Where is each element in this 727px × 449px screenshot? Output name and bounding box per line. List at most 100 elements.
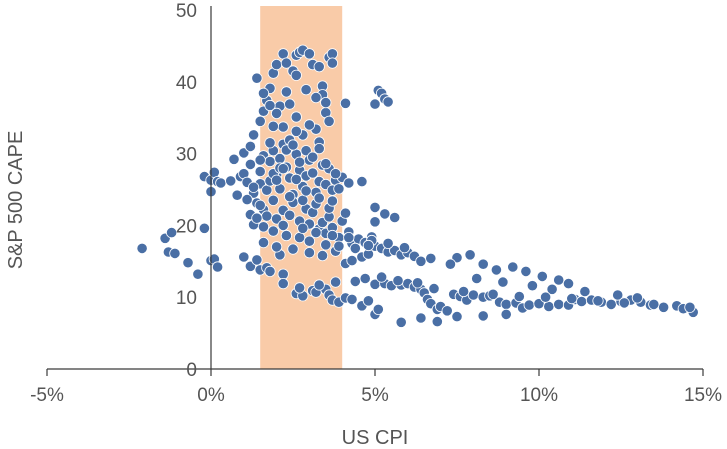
data-point [280, 86, 292, 98]
data-point [297, 194, 309, 206]
data-point [395, 316, 407, 328]
data-point [300, 185, 312, 197]
data-point [297, 222, 309, 234]
data-point [497, 276, 509, 288]
data-point [477, 258, 489, 270]
data-point [280, 57, 292, 69]
data-point [251, 72, 263, 84]
data-point [329, 168, 342, 180]
data-point [215, 177, 227, 189]
data-point [277, 163, 289, 175]
data-point [575, 295, 588, 308]
data-point [182, 257, 194, 269]
data-point [307, 151, 319, 163]
data-point [356, 176, 368, 188]
data-point [362, 239, 374, 252]
data-point [303, 119, 315, 131]
data-point [382, 237, 394, 249]
data-point [293, 156, 306, 168]
data-point [346, 293, 358, 305]
data-point [303, 235, 315, 247]
data-point [333, 183, 345, 195]
axes [46, 6, 704, 376]
data-point [248, 129, 260, 141]
y-tick-label: 0 [186, 360, 197, 381]
data-point [346, 255, 358, 267]
data-point [277, 277, 289, 290]
x-tick-label: 15% [684, 385, 722, 406]
data-point [270, 58, 283, 71]
data-point [326, 195, 338, 207]
data-point [228, 153, 240, 165]
data-point [290, 173, 302, 185]
data-point [313, 192, 325, 204]
data-point [477, 310, 489, 322]
x-axis-title: US CPI [342, 427, 409, 449]
data-point [329, 276, 342, 288]
data-point [261, 210, 273, 222]
data-point [254, 154, 266, 166]
data-point [303, 247, 315, 259]
data-point [313, 143, 325, 155]
data-point [257, 221, 270, 233]
data-point [293, 232, 306, 244]
data-point [267, 225, 279, 237]
y-tick-label: 10 [176, 288, 197, 309]
data-point [392, 275, 404, 287]
data-point [284, 98, 296, 110]
data-point [290, 125, 302, 137]
data-point [290, 111, 302, 123]
data-point [543, 300, 555, 313]
data-point [372, 303, 384, 315]
x-tick-label: 5% [361, 385, 389, 406]
data-point [307, 167, 319, 179]
data-point [293, 282, 306, 294]
data-point [267, 194, 279, 206]
data-point [254, 115, 266, 127]
data-point [513, 290, 525, 303]
data-point [471, 272, 483, 285]
y-axis-title: S&P 500 CAPE [5, 131, 27, 270]
data-point [631, 292, 644, 304]
data-point [349, 275, 361, 287]
scatter-points [136, 44, 699, 328]
data-point [500, 308, 512, 320]
y-tick-label: 30 [176, 145, 197, 166]
data-point [526, 280, 539, 292]
data-point [487, 288, 499, 300]
data-point [264, 99, 276, 112]
data-point [684, 301, 696, 313]
data-point [264, 265, 276, 277]
data-point [389, 211, 401, 224]
y-tick-label: 20 [176, 216, 197, 237]
data-point [520, 265, 532, 277]
x-tick-label: -5% [30, 385, 64, 406]
data-point [274, 153, 286, 165]
data-point [431, 315, 443, 328]
data-point [369, 201, 381, 213]
data-point [212, 261, 224, 273]
data-point [657, 301, 670, 313]
data-point [254, 165, 266, 178]
data-point [248, 181, 260, 193]
y-tick-label: 50 [176, 1, 197, 22]
data-point [546, 283, 558, 295]
data-point [287, 139, 299, 151]
data-point [251, 254, 263, 266]
data-point [339, 207, 352, 219]
data-point [411, 277, 424, 289]
data-point [539, 291, 552, 303]
data-point [169, 247, 181, 259]
data-point [379, 208, 391, 220]
data-point [280, 229, 292, 242]
data-point [369, 216, 381, 228]
data-point [192, 268, 204, 280]
data-point [500, 298, 512, 310]
data-point [290, 69, 302, 81]
data-point [562, 277, 575, 290]
data-point [244, 140, 256, 152]
data-point [428, 282, 440, 295]
data-point [310, 92, 322, 104]
data-point [467, 289, 479, 301]
